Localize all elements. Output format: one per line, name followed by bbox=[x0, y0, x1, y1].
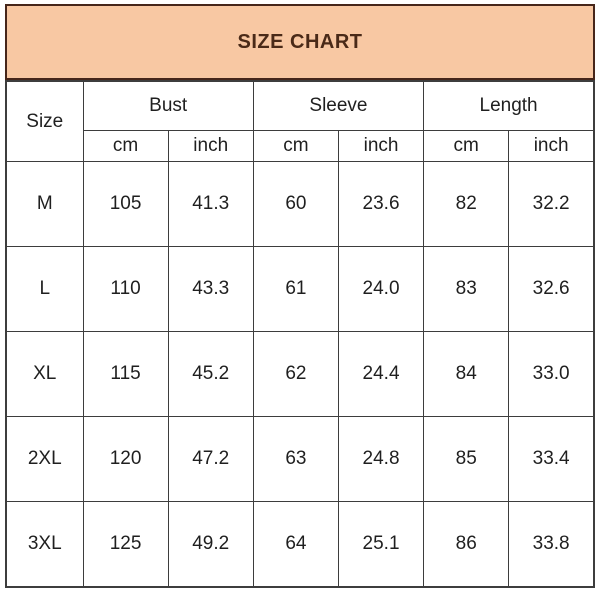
unit-header-sleeve-cm: cm bbox=[252, 130, 339, 162]
value-cell: 32.6 bbox=[508, 246, 595, 332]
unit-header-length-inch: inch bbox=[508, 130, 595, 162]
value-cell: 83 bbox=[423, 246, 510, 332]
table-row: 2XL 120 47.2 63 24.8 85 33.4 bbox=[5, 416, 595, 502]
value-cell: 60 bbox=[252, 161, 339, 247]
size-chart-banner: SIZE CHART bbox=[5, 4, 595, 80]
unit-header-row: cm inch cm inch cm inch bbox=[6, 130, 595, 162]
value-cell: 32.2 bbox=[508, 161, 595, 247]
value-cell: 47.2 bbox=[167, 416, 254, 502]
value-cell: 64 bbox=[252, 501, 339, 587]
value-cell: 49.2 bbox=[167, 501, 254, 587]
value-cell: 61 bbox=[252, 246, 339, 332]
value-cell: 24.0 bbox=[337, 246, 425, 332]
col-group-length: Length bbox=[423, 80, 595, 131]
group-header-row: Size Bust Sleeve Length bbox=[5, 80, 595, 162]
size-cell: M bbox=[5, 161, 84, 247]
unit-header-bust-cm: cm bbox=[82, 130, 169, 162]
col-group-sleeve: Sleeve bbox=[252, 80, 425, 131]
table-row: XL 115 45.2 62 24.4 84 33.0 bbox=[5, 331, 595, 417]
value-cell: 86 bbox=[423, 501, 510, 587]
table-row: M 105 41.3 60 23.6 82 32.2 bbox=[5, 161, 595, 247]
unit-header-bust-inch: inch bbox=[167, 130, 254, 162]
unit-header-length-cm: cm bbox=[423, 130, 510, 162]
unit-header-sleeve-inch: inch bbox=[337, 130, 425, 162]
size-table: Size Bust Sleeve Length cm inch cm inch … bbox=[5, 80, 595, 588]
value-cell: 25.1 bbox=[337, 501, 425, 587]
value-cell: 43.3 bbox=[167, 246, 254, 332]
value-cell: 33.4 bbox=[508, 416, 595, 502]
value-cell: 41.3 bbox=[167, 161, 254, 247]
value-cell: 105 bbox=[82, 161, 169, 247]
col-group-bust: Bust bbox=[82, 80, 254, 131]
value-cell: 24.8 bbox=[337, 416, 425, 502]
value-cell: 110 bbox=[82, 246, 169, 332]
value-cell: 33.0 bbox=[508, 331, 595, 417]
table-row: L 110 43.3 61 24.0 83 32.6 bbox=[5, 246, 595, 332]
size-cell: XL bbox=[5, 331, 84, 417]
value-cell: 82 bbox=[423, 161, 510, 247]
value-cell: 62 bbox=[252, 331, 339, 417]
table-row: 3XL 125 49.2 64 25.1 86 33.8 bbox=[5, 501, 595, 587]
page-title: SIZE CHART bbox=[237, 30, 363, 53]
value-cell: 120 bbox=[82, 416, 169, 502]
size-cell: L bbox=[5, 246, 84, 332]
value-cell: 85 bbox=[423, 416, 510, 502]
value-cell: 33.8 bbox=[508, 501, 595, 587]
value-cell: 63 bbox=[252, 416, 339, 502]
value-cell: 24.4 bbox=[337, 331, 425, 417]
value-cell: 115 bbox=[82, 331, 169, 417]
value-cell: 84 bbox=[423, 331, 510, 417]
value-cell: 23.6 bbox=[337, 161, 425, 247]
value-cell: 45.2 bbox=[167, 331, 254, 417]
value-cell: 125 bbox=[82, 501, 169, 587]
size-cell: 2XL bbox=[5, 416, 84, 502]
col-header-size: Size bbox=[5, 80, 84, 162]
size-cell: 3XL bbox=[5, 501, 84, 587]
